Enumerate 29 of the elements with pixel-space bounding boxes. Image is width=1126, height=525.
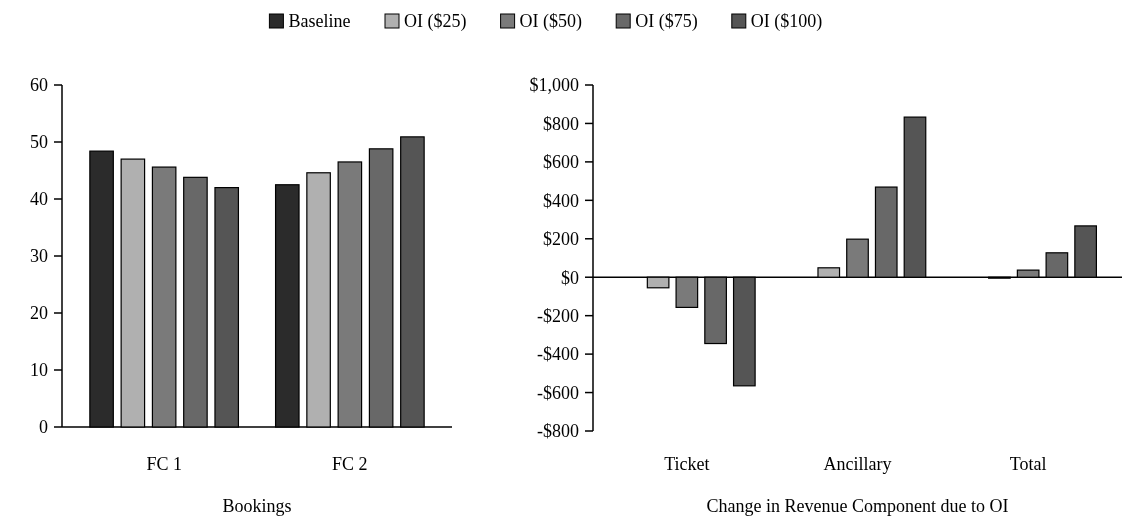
y-tick-label: 60: [30, 75, 48, 96]
x-tick-label: FC 2: [332, 454, 368, 474]
y-tick-label: -$200: [537, 305, 579, 326]
y-tick-label: 40: [30, 189, 48, 210]
y-tick-label: -$800: [537, 421, 579, 442]
x-tick-label: Ancillary: [823, 454, 892, 474]
legend-label: Baseline: [288, 11, 351, 32]
x-axis-title: Change in Revenue Component due to OI: [706, 496, 1009, 516]
y-tick-label: $200: [543, 229, 579, 250]
legend-label: OI ($75): [635, 11, 698, 33]
y-tick-label: $0: [561, 267, 579, 288]
x-axis-title: Bookings: [222, 496, 292, 516]
y-tick-label: 50: [30, 132, 48, 153]
y-tick-label: $800: [543, 113, 579, 134]
y-tick-label: -$600: [537, 382, 579, 403]
y-tick-label: $400: [543, 190, 579, 211]
x-tick-label: Ticket: [664, 454, 710, 474]
legend-label: OI ($100): [750, 11, 823, 33]
y-tick-label: $1,000: [529, 75, 579, 96]
x-tick-label: FC 1: [146, 454, 182, 474]
y-tick-label: -$400: [537, 344, 579, 365]
y-tick-label: 20: [30, 303, 48, 324]
x-tick-label: Total: [1009, 454, 1047, 474]
y-tick-label: 0: [39, 417, 48, 438]
y-tick-label: $600: [543, 152, 579, 173]
legend-label: OI ($25): [404, 11, 467, 33]
y-tick-label: 10: [30, 360, 48, 381]
legend-label: OI ($50): [519, 11, 583, 33]
y-tick-label: 30: [30, 246, 48, 267]
